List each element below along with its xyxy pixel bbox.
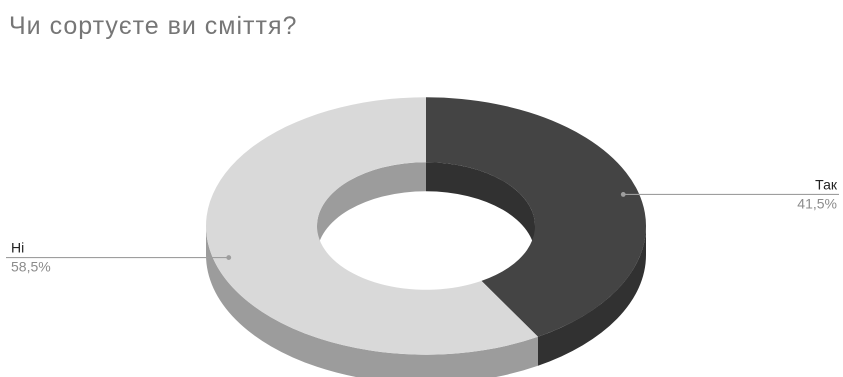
chart-side-walls [206,226,646,377]
leader-dot-0 [620,192,626,197]
slice-side-0 [537,226,646,366]
slice-value-label-1: 58,5% [11,259,51,275]
slice-top-0 [426,97,647,337]
slice-label-1: Ні [11,240,24,256]
chart-title: Чи сортуєте ви сміття? [9,12,298,40]
slice-label-0: Так [815,176,838,192]
slice-top-1 [206,97,538,355]
leader-dot-1 [226,255,232,260]
slice-value-label-0: 41,5% [797,195,837,211]
slice-side-1 [206,226,538,377]
slice-inner-wall-0-0 [426,162,535,255]
chart-top-faces [206,97,647,355]
chart-labels: Так 41,5% Ні 58,5% [6,176,839,275]
slice-inner-wall-1-1 [317,162,426,255]
chart-inner-walls [317,162,535,255]
